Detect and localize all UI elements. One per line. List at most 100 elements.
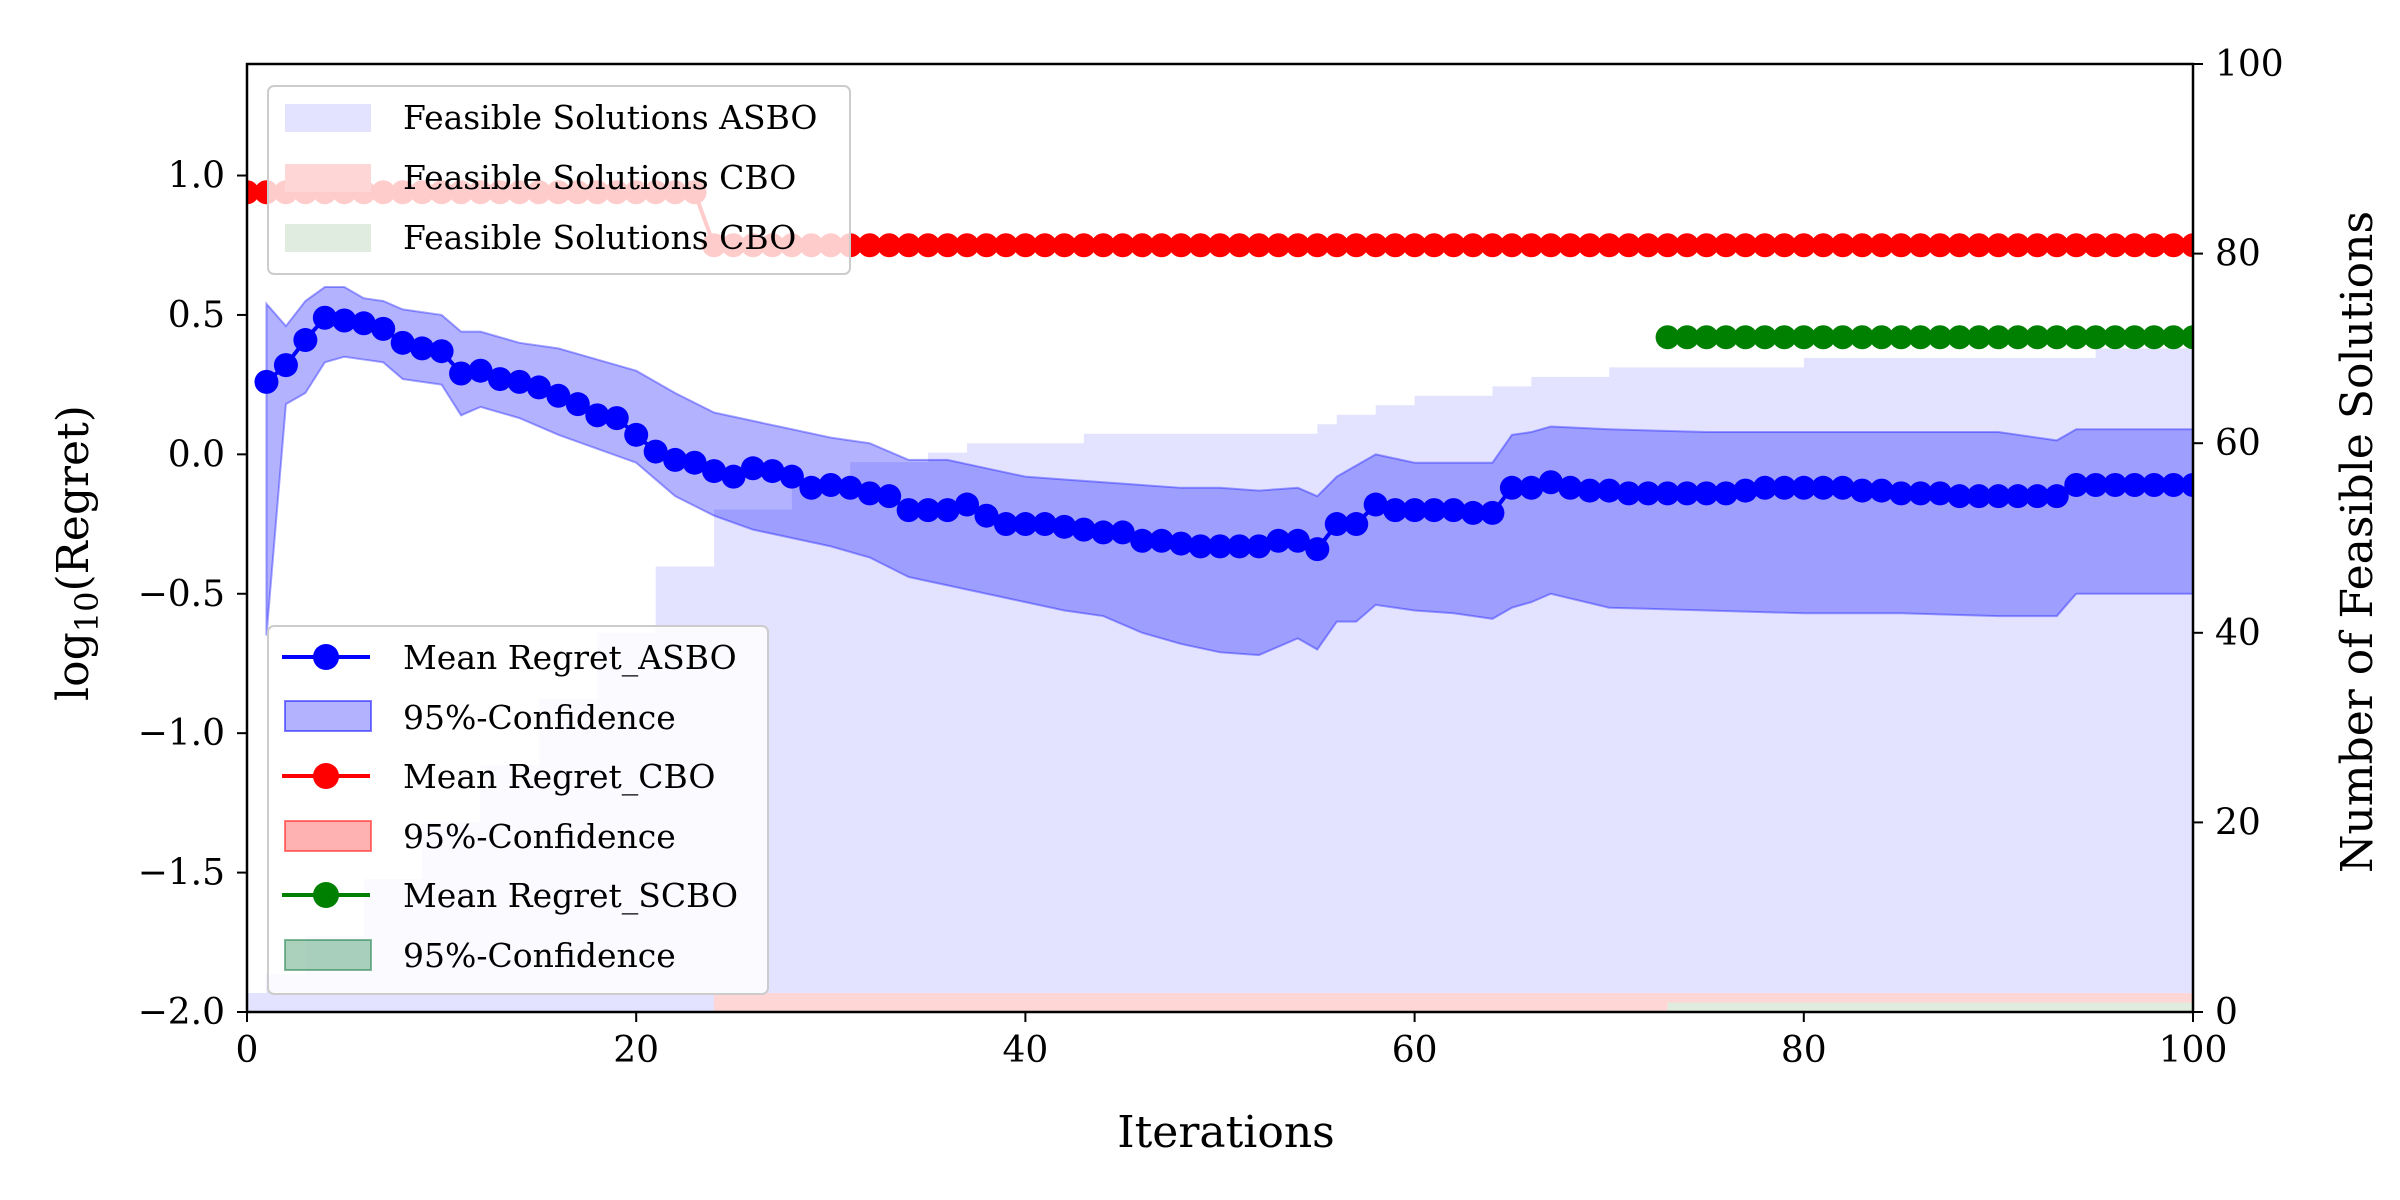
legend-label-mean-cbo: Mean Regret_CBO — [403, 757, 715, 797]
point-asbo — [1499, 475, 1524, 500]
point-asbo — [1772, 475, 1797, 500]
point-cbo — [1188, 233, 1213, 258]
point-cbo — [2142, 233, 2167, 258]
point-asbo — [351, 311, 376, 336]
point-cbo — [1208, 233, 1232, 258]
point-scbo — [2161, 325, 2186, 350]
point-scbo — [1928, 325, 1953, 350]
x-tick-label: 40 — [1002, 1030, 1048, 1071]
point-scbo — [1752, 325, 1777, 350]
point-cbo — [2025, 233, 2050, 258]
legend-label-mean-scbo: Mean Regret_SCBO — [403, 876, 738, 916]
point-asbo — [1830, 475, 1855, 500]
point-asbo — [838, 475, 863, 500]
legend-label-mean-asbo: Mean Regret_ASBO — [403, 638, 737, 678]
point-asbo — [1324, 512, 1349, 537]
legend-swatch-asbo-confidence — [284, 700, 372, 732]
point-cbo — [1519, 233, 1544, 258]
plot-frame — [245, 62, 2195, 1014]
point-asbo — [1811, 475, 1836, 500]
point-asbo — [1285, 528, 1310, 553]
point-scbo — [2044, 325, 2069, 350]
point-cbo — [2161, 233, 2186, 258]
x-tick-label: 80 — [1781, 1030, 1827, 1071]
point-cbo — [1052, 233, 1077, 258]
point-asbo — [682, 450, 707, 475]
point-cbo — [2122, 233, 2147, 258]
point-asbo — [2044, 484, 2069, 509]
point-asbo — [1947, 484, 1972, 509]
point-cbo — [1363, 233, 1388, 258]
point-cbo — [1558, 233, 1583, 258]
point-scbo — [1811, 325, 1836, 350]
point-scbo — [1830, 325, 1855, 350]
point-cbo — [2044, 233, 2069, 258]
point-cbo — [1616, 233, 1641, 258]
point-cbo — [1071, 233, 1096, 258]
legend-label-feasible-scbo: Feasible Solutions CBO — [403, 218, 796, 257]
point-asbo — [1577, 478, 1602, 503]
point-asbo — [1227, 534, 1252, 559]
point-asbo — [254, 369, 279, 394]
legend-swatch-cbo-confidence — [284, 820, 372, 852]
x-tick-label: 60 — [1392, 1030, 1438, 1071]
point-asbo — [1480, 500, 1505, 525]
point-asbo — [1597, 478, 1622, 503]
point-asbo — [371, 316, 396, 341]
point-cbo — [1752, 233, 1777, 258]
legend-swatch-feasible-scbo — [285, 224, 371, 252]
point-asbo — [1889, 481, 1914, 506]
point-cbo — [935, 233, 960, 258]
legend-swatch-scbo-confidence — [284, 939, 372, 971]
point-cbo — [1422, 233, 1447, 258]
point-asbo — [1733, 478, 1758, 503]
point-asbo — [721, 464, 746, 489]
x-tick-label: 0 — [236, 1030, 259, 1071]
point-cbo — [1266, 233, 1291, 258]
point-cbo — [1169, 233, 1194, 258]
point-asbo — [1558, 475, 1583, 500]
point-asbo — [955, 492, 980, 517]
point-asbo — [390, 330, 415, 355]
point-asbo — [740, 456, 765, 481]
point-cbo — [1091, 233, 1116, 258]
point-asbo — [1655, 481, 1680, 506]
point-asbo — [799, 475, 824, 500]
point-cbo — [1013, 233, 1038, 258]
point-asbo — [410, 336, 435, 361]
point-scbo — [1850, 325, 1875, 350]
point-asbo — [1071, 517, 1096, 542]
point-asbo — [974, 503, 999, 528]
point-asbo — [1422, 498, 1447, 523]
point-asbo — [818, 473, 843, 498]
point-asbo — [935, 498, 960, 523]
point-asbo — [273, 353, 298, 378]
point-asbo — [624, 422, 649, 447]
point-asbo — [1188, 534, 1213, 559]
point-cbo — [2064, 233, 2089, 258]
point-asbo — [2005, 484, 2030, 509]
y-tick-label: 0.5 — [168, 295, 225, 336]
point-cbo — [1305, 233, 1330, 258]
point-cbo — [1713, 233, 1738, 258]
point-cbo — [1285, 233, 1310, 258]
point-asbo — [916, 498, 941, 523]
point-cbo — [1344, 233, 1369, 258]
point-asbo — [1908, 481, 1933, 506]
point-asbo — [1091, 520, 1116, 545]
point-asbo — [2103, 473, 2128, 498]
point-asbo — [663, 447, 688, 472]
x-tick-label: 100 — [2159, 1030, 2228, 1071]
point-scbo — [2064, 325, 2089, 350]
point-asbo — [1675, 481, 1700, 506]
point-cbo — [1577, 233, 1602, 258]
point-asbo — [896, 498, 921, 523]
point-asbo — [1694, 481, 1719, 506]
point-cbo — [955, 233, 980, 258]
point-cbo — [247, 180, 259, 205]
point-cbo — [1597, 233, 1622, 258]
feasible-scbo-area — [247, 1002, 2193, 1012]
legend-marker-scbo — [313, 882, 339, 908]
point-asbo — [2083, 473, 2108, 498]
